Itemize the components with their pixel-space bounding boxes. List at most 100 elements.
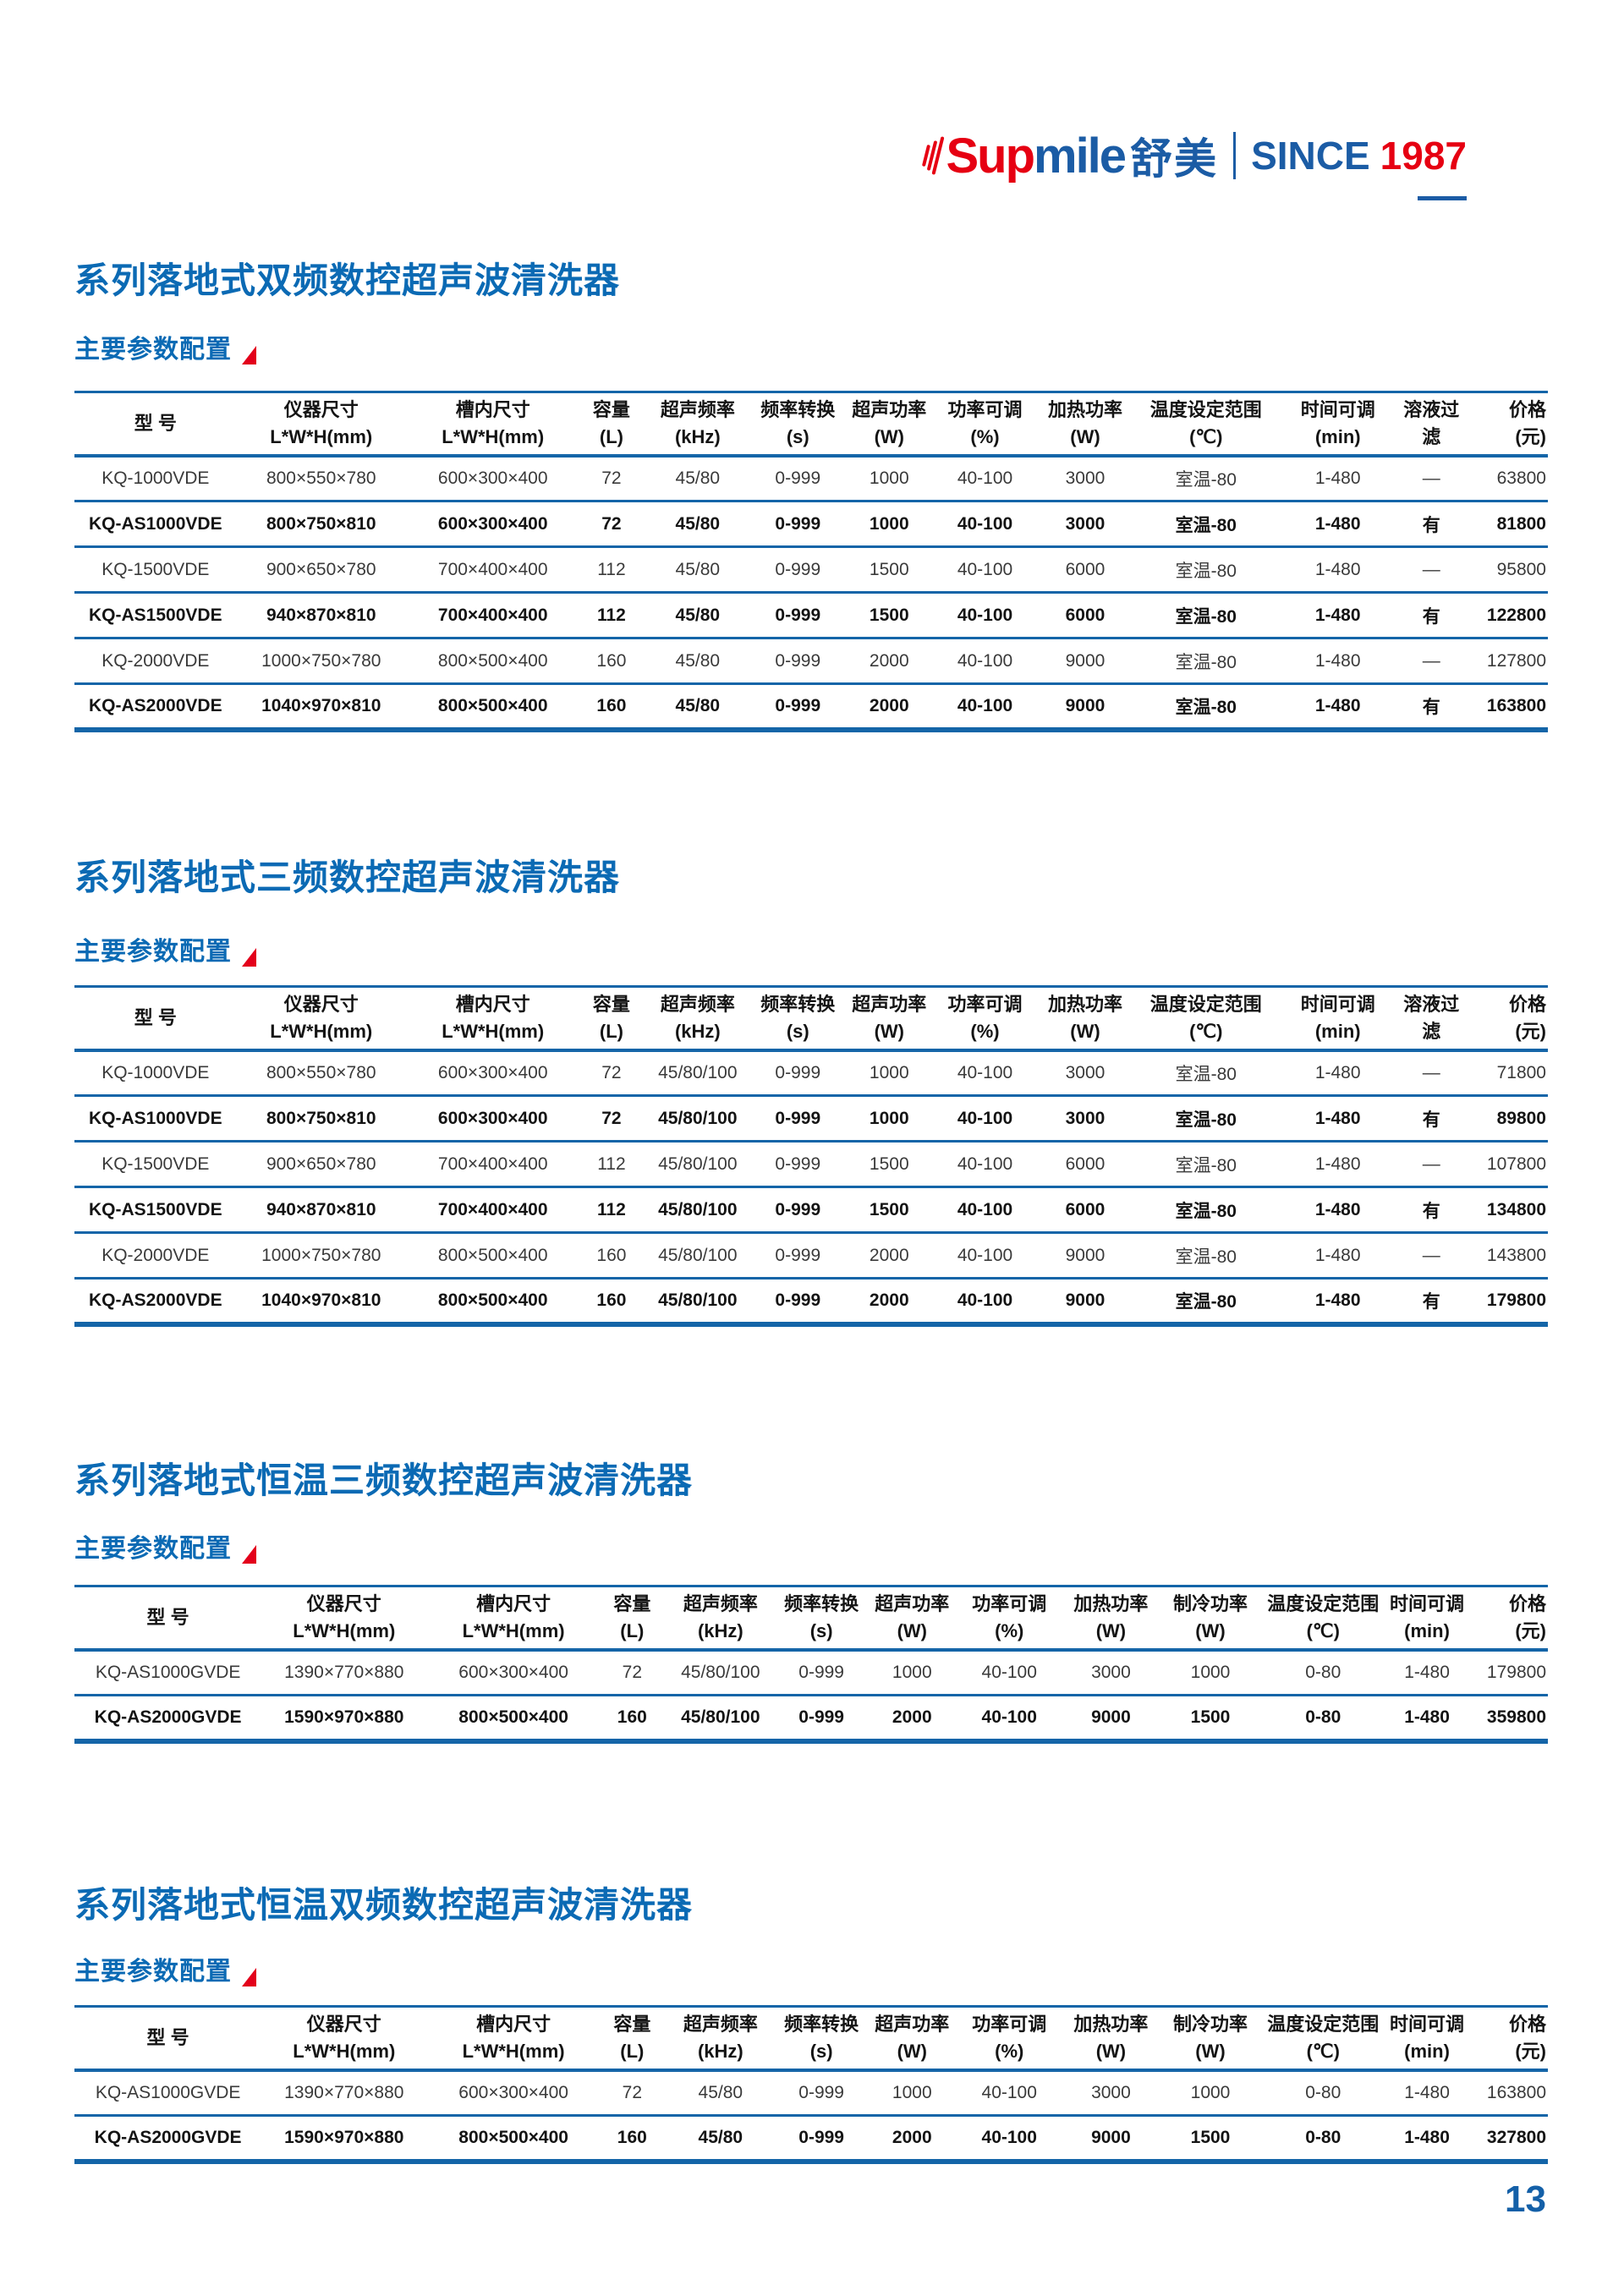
table-cell: 有 [1398,500,1464,547]
table-cell: 40-100 [957,1063,1013,1083]
table-cell: 1390×770×880 [284,2083,404,2103]
table-cell: 1000 [892,1663,932,1683]
column-header: 加热功率 (W) [1060,1586,1162,1652]
table-cell: 107800 [1463,1140,1548,1187]
table-cell: 0-999 [752,682,844,730]
table-cell: 2000 [843,1231,935,1279]
table-cell: 1-480 [1276,591,1399,638]
table-row: KQ-1000VDE 800×550×780 600×300×400 72 45/80/… [74,1050,1548,1096]
table-cell: 127800 [1463,637,1548,684]
table-cell: 1000 [843,1094,935,1142]
table-cell: 9000 [1034,1277,1136,1324]
table-row: KQ-AS2000VDE 1040×970×810 800×500×400 160 45… [74,682,1548,730]
table-cell: 160 [579,682,644,730]
column-header: 型 号 [74,2006,262,2072]
table-cell: 1040×970×810 [236,1277,406,1324]
table-row: KQ-AS2000GVDE 1590×970×880 800×500×400 160 4… [74,2114,1548,2162]
table-cell: 1-480 [1276,1140,1399,1187]
table-cell: KQ-AS2000VDE [74,1277,237,1324]
subtitle-label: 主要参数配置 [74,1958,232,1986]
column-header: 容量 (L) [600,1586,664,1652]
red-triangle-icon [242,948,256,967]
column-header: 温度设定范围 (℃) [1259,1586,1388,1652]
logo-divider [1233,132,1237,179]
spec-table-constant-temp-tri-frequency: 型 号仪器尺寸 L*W*H(mm) 槽内尺寸 L*W*H(mm) 容量 (L) 超声频率 (k… [74,1585,1548,1744]
table-cell: 0-999 [752,500,844,547]
table-cell: 40-100 [935,591,1035,638]
column-header: 温度设定范围 (℃) [1135,392,1277,458]
table-cell: 40-100 [981,1663,1037,1683]
column-header: 时间可调 (min) [1276,986,1399,1052]
table-cell: 2000 [843,637,935,684]
table-cell: 45/80 [698,2083,743,2103]
table-cell: 室温-80 [1175,1065,1237,1085]
spec-table-tri-frequency: 型 号仪器尺寸 L*W*H(mm) 槽内尺寸 L*W*H(mm) 容量 (L) 超声频率 (k… [74,985,1548,1327]
table-cell: 1-480 [1276,1186,1399,1233]
table-cell: 1-480 [1276,1094,1399,1142]
table-cell: 40-100 [935,1140,1035,1187]
table-cell: 40-100 [981,2083,1037,2103]
table-row: KQ-1500VDE 900×650×780 700×400×400 112 45/80… [74,1140,1548,1187]
table-cell: 89800 [1463,1094,1548,1142]
table-cell: 1040×970×810 [236,682,406,730]
table-row: KQ-1500VDE 900×650×780 700×400×400 112 45/80… [74,545,1548,593]
table-cell: KQ-1500VDE [74,545,237,593]
table-cell: 45/80/100 [643,1231,753,1279]
table-cell: 72 [622,2083,642,2103]
table-cell: 40-100 [935,500,1035,547]
table-cell: 72 [579,1094,644,1142]
table-cell: 0-80 [1305,1663,1341,1683]
table-cell: 6000 [1034,1186,1136,1233]
table-cell: 1000 [869,469,909,489]
table-cell: — [1422,1063,1440,1083]
column-header: 溶液过滤 [1398,986,1464,1052]
column-header: 时间可调 (min) [1387,1586,1468,1652]
table-cell: KQ-1000VDE [102,1063,210,1083]
table-cell: 800×750×810 [236,1094,406,1142]
table-cell: 45/80/100 [663,1694,777,1741]
table-row: KQ-2000VDE 1000×750×780 800×500×400 160 45/8… [74,1231,1548,1279]
column-header: 频率转换 (s) [752,986,844,1052]
column-header: 制冷功率 (W) [1161,2006,1259,2072]
column-header: 价格 (元) [1463,392,1548,458]
table-cell: 0-999 [752,545,844,593]
column-header: 仪器尺寸 L*W*H(mm) [236,986,406,1052]
column-header: 容量 (L) [579,392,644,458]
table-cell: 室温-80 [1135,1277,1277,1324]
table-cell: 45/80 [643,591,753,638]
table-cell: 45/80/100 [643,1094,753,1142]
brand-logo: Sup mile 舒美 SINCE 1987 [922,125,1467,186]
table-cell: 1-480 [1276,500,1399,547]
table-cell: 有 [1398,682,1464,730]
table-cell: 0-999 [752,1094,844,1142]
table-cell: 800×500×400 [405,682,580,730]
table-cell: 600×300×400 [458,2083,568,2103]
table-cell: 1000 [869,1063,909,1083]
table-cell: 900×650×780 [236,545,406,593]
table-cell: 0-999 [775,1063,821,1083]
table-cell: 160 [579,1231,644,1279]
table-cell: 800×750×810 [236,500,406,547]
brand-name-chinese: 舒美 [1130,135,1219,183]
brand-name-blue: mile [1034,128,1127,184]
table-cell: 122800 [1463,591,1548,638]
table-cell: 800×500×400 [405,1231,580,1279]
table-cell: 2000 [865,2114,959,2162]
table-cell: 1000 [1190,1663,1231,1683]
red-triangle-icon [242,346,256,364]
table-cell: 1-480 [1404,2083,1450,2103]
table-cell: KQ-1000VDE [102,469,210,489]
table-cell: 45/80 [675,469,721,489]
table-cell: 800×500×400 [405,1277,580,1324]
table-cell: 800×500×400 [426,1694,601,1741]
column-header: 容量 (L) [579,986,644,1052]
table-cell: 1000 [1190,2083,1231,2103]
table-cell: 600×300×400 [405,500,580,547]
table-cell: 800×550×780 [266,1063,376,1083]
table-cell: 134800 [1463,1186,1548,1233]
table-cell: 112 [579,1140,644,1187]
table-cell: 6000 [1034,591,1136,638]
table-cell: 0-999 [752,1231,844,1279]
table-cell: 40-100 [958,1694,1061,1741]
column-header: 型 号 [74,986,237,1052]
